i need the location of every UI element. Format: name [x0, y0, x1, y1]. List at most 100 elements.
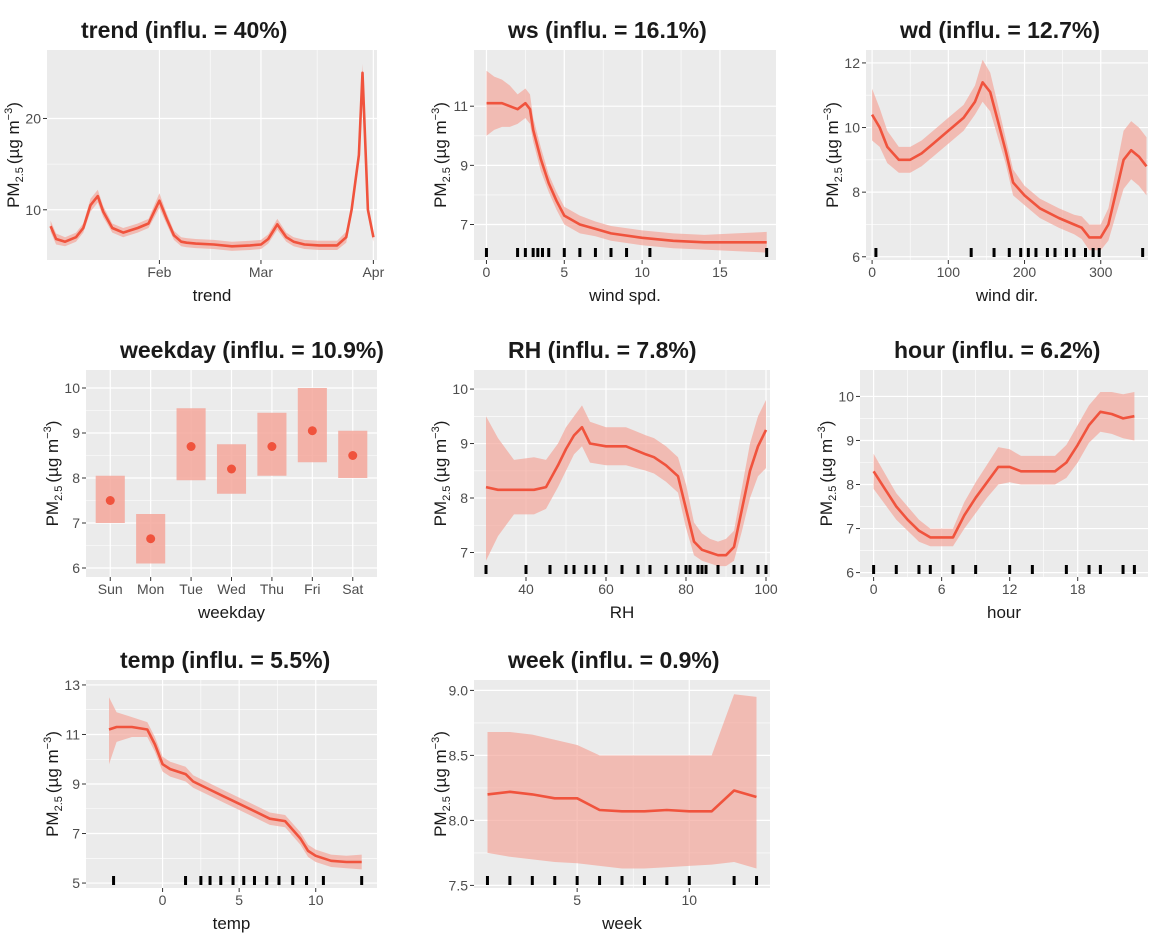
- y-axis-title-unit: (µg m: [823, 120, 842, 164]
- y-axis-title: PM2.5 (µg m−3): [42, 421, 65, 527]
- rug-marks: [484, 565, 768, 574]
- confidence-band: [873, 392, 1135, 547]
- y-tick-label: 20: [25, 110, 41, 126]
- point-tue: [186, 442, 196, 451]
- x-axis-title: trend: [193, 286, 232, 305]
- rug-marks: [485, 876, 759, 885]
- confidence-band: [486, 400, 766, 567]
- y-tick-label: 6: [852, 249, 860, 265]
- y-tick-label: 8: [852, 184, 860, 200]
- x-axis-title: RH: [610, 603, 635, 622]
- y-tick-label: 9: [460, 157, 468, 173]
- x-tick-label: 80: [678, 581, 694, 597]
- y-axis-title-unit: (µg m: [431, 749, 450, 793]
- y-axis-title-subscript: 2.5: [441, 796, 453, 811]
- panel-title: trend (influ. = 40%): [81, 17, 287, 43]
- panel-weekday: Sun Mon Tue Wed Thu Fri Sat678910weekdayweekda…: [42, 337, 384, 622]
- x-tick-label: 100: [754, 581, 778, 597]
- panel-title-influence: (influ. = 0.9%): [564, 647, 719, 673]
- confidence-band: [487, 694, 757, 869]
- series-line: [485, 425, 768, 557]
- panel-title-influence: (influ. = 6.2%): [945, 337, 1100, 363]
- y-axis-title-close: ): [4, 102, 23, 108]
- y-tick-label: 9: [72, 425, 80, 441]
- y-axis-title: PM2.5 (µg m−3): [822, 102, 845, 208]
- x-tick-label: 10: [681, 892, 697, 908]
- x-axis-title: hour: [987, 603, 1021, 622]
- panel-title-influence: (influ. = 40%): [139, 17, 288, 43]
- y-axis-title-close: ): [823, 102, 842, 108]
- y-axis-title-close: ): [431, 731, 450, 737]
- y-axis-title-unit: (µg m: [431, 439, 450, 483]
- panel-title: temp (influ. = 5.5%): [120, 647, 330, 673]
- x-tick-label: 0: [870, 581, 878, 597]
- point-fri: [307, 426, 317, 436]
- series-line: [49, 71, 375, 248]
- y-axis-title-main: PM: [431, 811, 450, 837]
- y-axis-title-close: ): [43, 731, 62, 737]
- x-tick-label: 0: [483, 264, 491, 280]
- y-tick-label: 8.5: [449, 747, 469, 763]
- y-tick-label: 7: [460, 217, 468, 233]
- x-tick-label: 18: [1070, 581, 1086, 597]
- point-mon: [146, 534, 156, 544]
- y-axis-title-subscript: 2.5: [441, 167, 453, 182]
- x-tick-label: Thu: [260, 581, 284, 597]
- y-tick-label: 11: [453, 98, 468, 114]
- x-tick-label: Feb: [147, 264, 171, 280]
- x-tick-label: Sun: [98, 581, 123, 597]
- panel-title-variable: wd: [899, 17, 932, 43]
- y-axis-title-main: PM: [431, 501, 450, 527]
- series-line: [486, 101, 767, 244]
- confidence-band: [486, 70, 767, 253]
- y-tick-label: 10: [25, 202, 41, 218]
- y-axis-title-main: PM: [823, 182, 842, 208]
- panel-title-variable: temp: [120, 647, 175, 673]
- y-axis-title: PM2.5 (µg m−3): [430, 102, 453, 208]
- y-axis-title-exponent: −3: [822, 108, 834, 121]
- y-axis-title-close: ): [817, 421, 836, 427]
- panel-title-influence: (influ. = 10.9%): [216, 337, 384, 363]
- y-tick-label: 10: [64, 380, 80, 396]
- y-axis-title-unit: (µg m: [43, 439, 62, 483]
- y-axis-title-subscript: 2.5: [53, 486, 65, 501]
- y-axis-title-close: ): [431, 102, 450, 108]
- y-tick-label: 10: [838, 388, 854, 404]
- point-thu: [267, 442, 277, 451]
- point-sun: [105, 496, 115, 505]
- series-line: [108, 725, 362, 864]
- rug-marks: [112, 876, 364, 885]
- panel-background: [47, 50, 377, 260]
- y-axis-title-exponent: −3: [430, 737, 442, 750]
- y-tick-label: 6: [72, 560, 80, 576]
- y-axis-title-exponent: −3: [816, 426, 828, 439]
- x-tick-label: Tue: [179, 581, 203, 597]
- point-sat: [348, 451, 358, 460]
- y-axis-title: PM2.5 (µg m−3): [42, 731, 65, 837]
- x-tick-label: 5: [573, 892, 581, 908]
- point-wed: [227, 464, 236, 474]
- y-axis-title: PM2.5 (µg m−3): [3, 102, 26, 208]
- x-axis-title: week: [601, 914, 642, 933]
- y-axis-title-exponent: −3: [42, 426, 54, 439]
- y-tick-label: 11: [65, 726, 80, 742]
- y-tick-label: 7.5: [449, 877, 469, 893]
- x-tick-label: 200: [1013, 264, 1037, 280]
- series-line: [870, 81, 1148, 239]
- x-tick-label: Fri: [304, 581, 320, 597]
- y-tick-label: 8.0: [449, 812, 469, 828]
- panel-title-influence: (influ. = 12.7%): [932, 17, 1100, 43]
- x-tick-label: 300: [1089, 264, 1113, 280]
- rug-marks: [484, 248, 769, 257]
- minor-gridlines: [47, 50, 377, 260]
- series-line: [872, 410, 1135, 539]
- y-tick-label: 8: [846, 477, 854, 493]
- x-tick-label: Mar: [249, 264, 273, 280]
- panel-title: week (influ. = 0.9%): [507, 647, 720, 673]
- major-gridlines: [866, 50, 1148, 260]
